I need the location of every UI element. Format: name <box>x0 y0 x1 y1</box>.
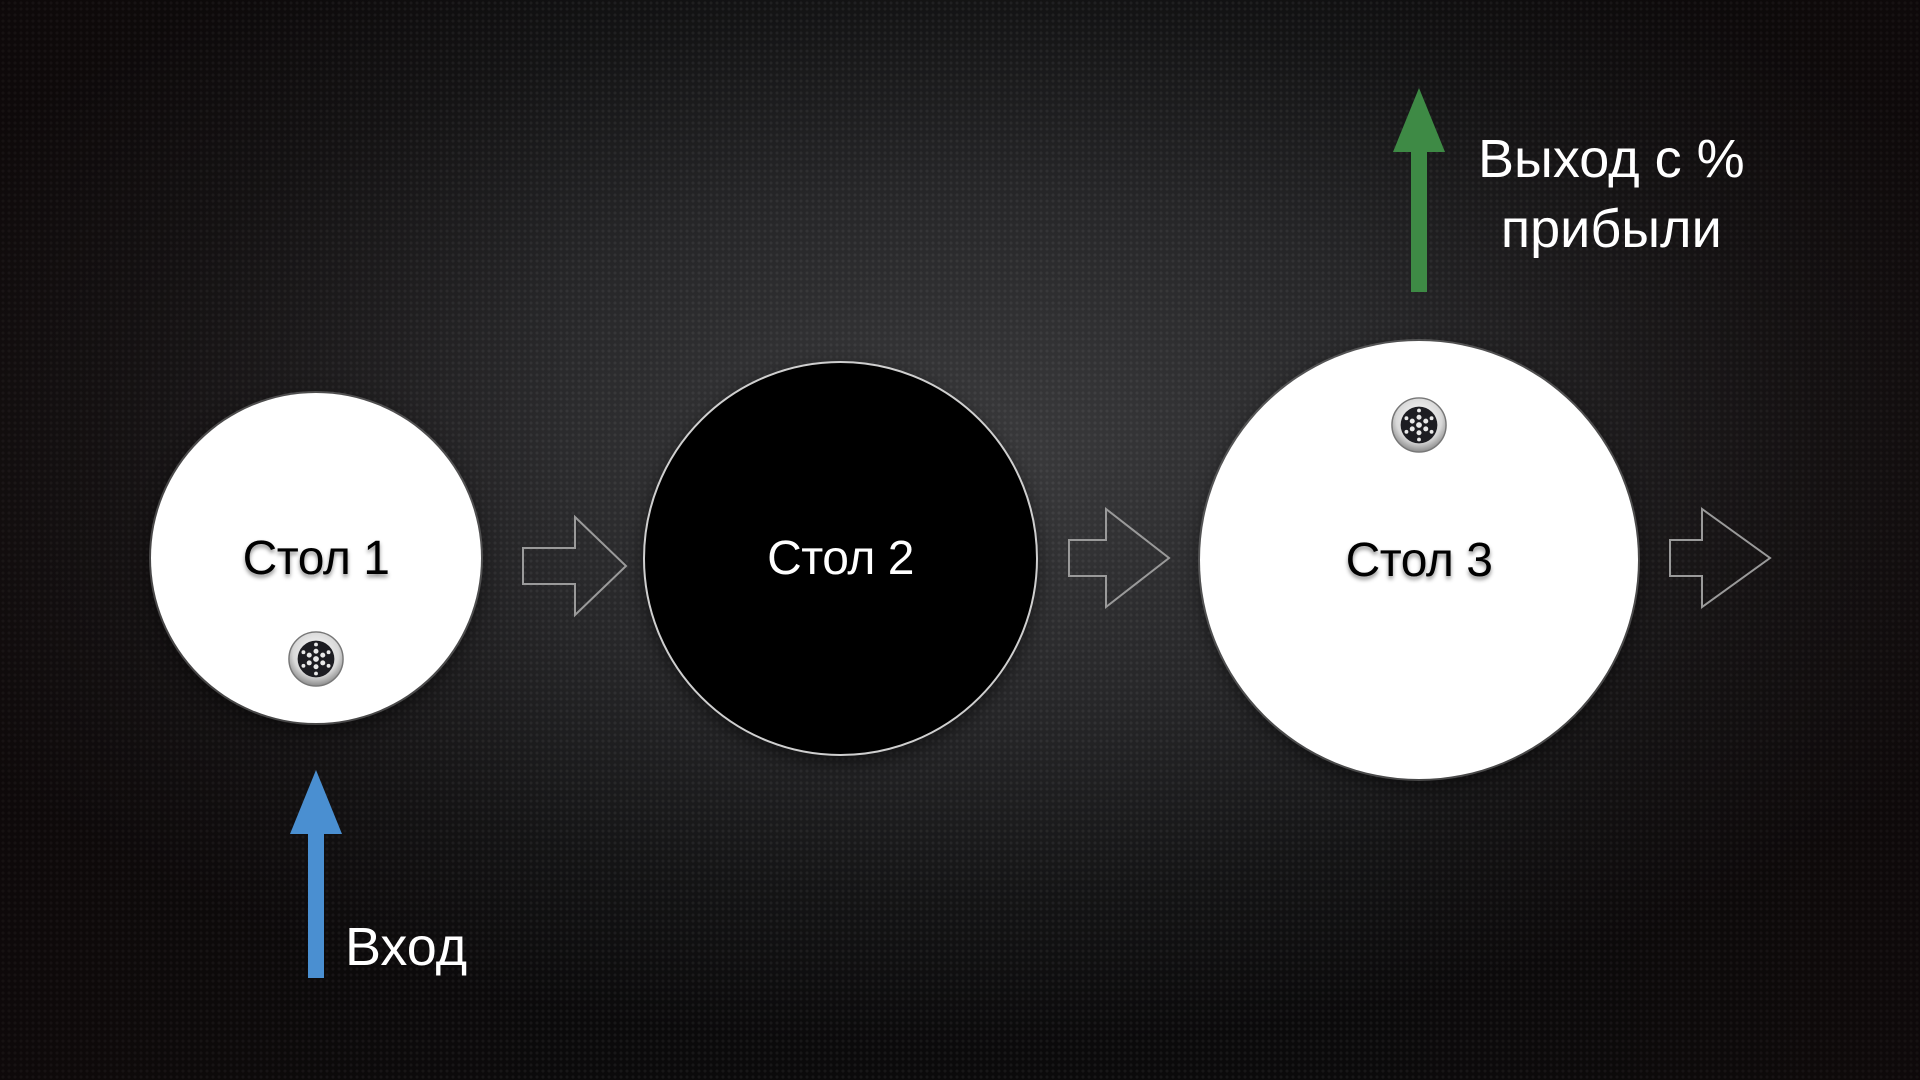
table-3-label: Стол 3 <box>1345 533 1493 587</box>
entry-arrow-icon <box>290 770 342 978</box>
table-1-label: Стол 1 <box>242 531 390 585</box>
flow-arrow-2-icon <box>1068 506 1171 610</box>
flow-arrow-3-icon <box>1669 507 1772 609</box>
poker-chip-icon <box>1391 397 1447 453</box>
exit-label-line-2: прибыли <box>1500 199 1722 259</box>
entry-label: Вход <box>345 917 468 977</box>
exit-label: Выход с % прибыли <box>1478 124 1745 264</box>
poker-chip-icon <box>288 631 344 687</box>
exit-arrow-icon <box>1393 88 1445 292</box>
exit-label-line-1: Выход с % <box>1478 129 1745 189</box>
flow-arrow-1-icon <box>522 514 628 618</box>
table-2-label: Стол 2 <box>767 532 914 585</box>
table-2-node: Стол 2 <box>643 361 1038 756</box>
